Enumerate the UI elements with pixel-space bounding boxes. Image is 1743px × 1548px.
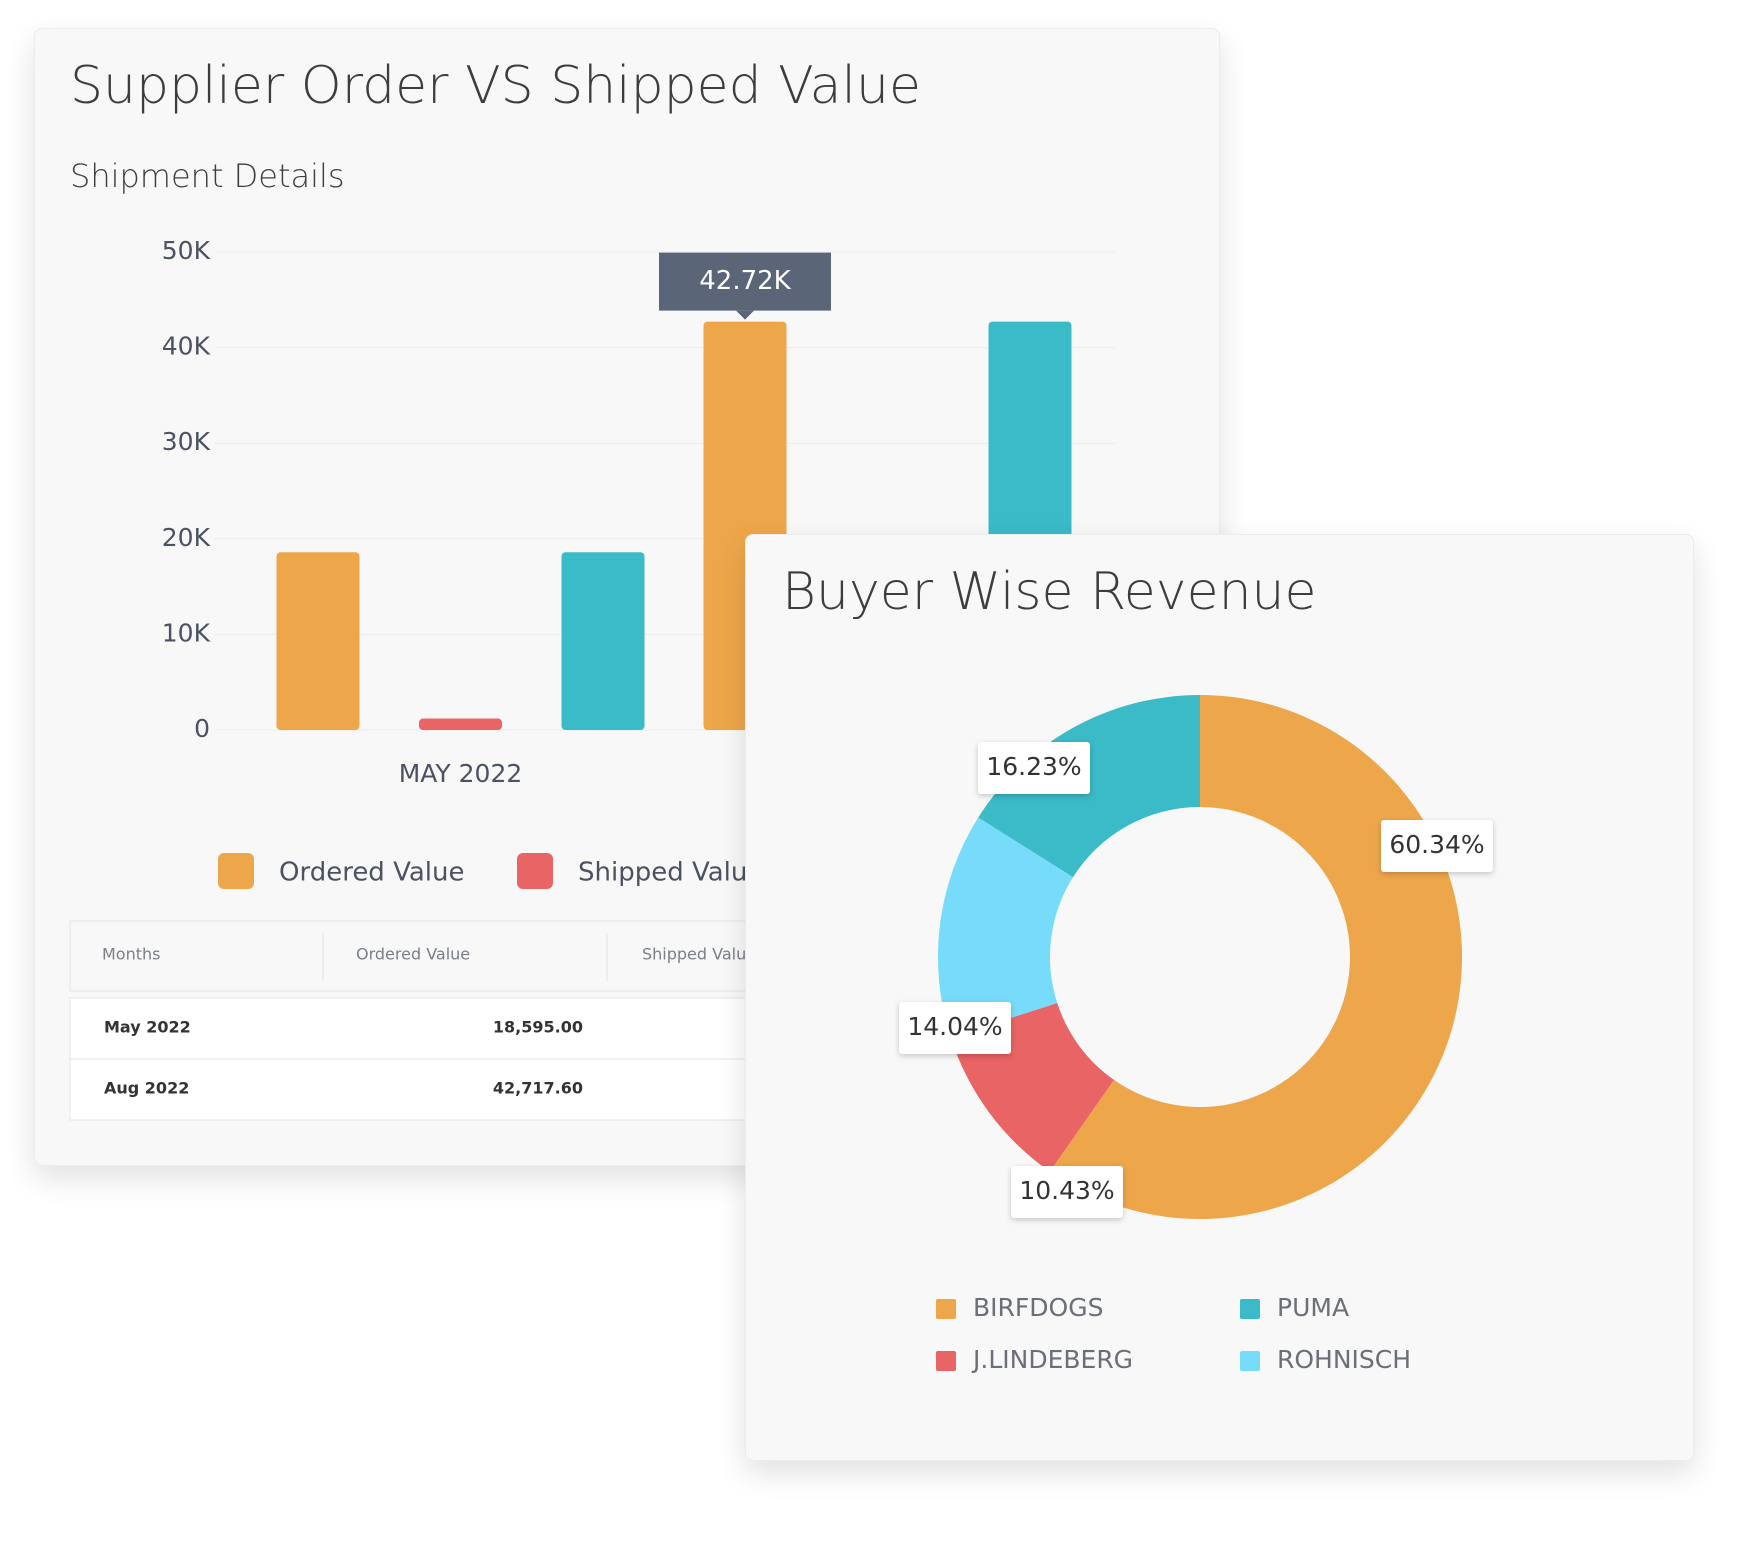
legend-swatch [1240, 1299, 1260, 1319]
legend-swatch [936, 1299, 956, 1319]
y-tick-label: 0 [194, 714, 210, 743]
donut-chart: Buyer Wise Revenue 60.34% 10.43% 14.04% 16.… [782, 562, 1493, 1374]
y-tick-label: 40K [162, 332, 211, 361]
tooltip [659, 252, 831, 311]
y-tick-label: 10K [162, 618, 211, 647]
table-header-cell: Ordered Value [356, 945, 470, 964]
data-label-box [1011, 1166, 1123, 1218]
tooltip-pointer [736, 310, 754, 320]
table-cell: May 2022 [104, 1018, 191, 1037]
donut-slice [938, 817, 1074, 1038]
legend-label: Ordered Value [279, 858, 464, 888]
legend-label: PUMA [1277, 1293, 1349, 1322]
y-tick-label: 20K [162, 523, 211, 552]
table-header-cell: Shipped Value [642, 945, 756, 964]
legend-label: J.LINDEBERG [971, 1345, 1133, 1374]
chart-title: Buyer Wise Revenue [782, 562, 1316, 622]
legend-label: ROHNISCH [1277, 1345, 1411, 1374]
bar [276, 552, 360, 730]
data-label: 10.43% [1019, 1176, 1114, 1205]
legend-label: BIRFDOGS [973, 1293, 1103, 1322]
legend-swatch [1240, 1351, 1260, 1371]
table-header-cell: Months [102, 945, 160, 964]
legend-label: Shipped Value [578, 858, 763, 888]
y-tick-label: 30K [162, 427, 211, 456]
chart-subtitle: Shipment Details [70, 157, 345, 195]
legend-swatch [218, 853, 254, 889]
table-cell: Aug 2022 [104, 1079, 189, 1098]
data-label-box [899, 1002, 1011, 1054]
legend-swatch [517, 853, 553, 889]
legend-swatch [936, 1351, 956, 1371]
chart-title: Supplier Order VS Shipped Value [70, 56, 921, 116]
tooltip-label: 42.72K [699, 266, 791, 296]
data-label-box [978, 742, 1090, 794]
donut-card: Buyer Wise Revenue 60.34% 10.43% 14.04% 16.… [745, 534, 1694, 1461]
bar [561, 552, 645, 730]
bar [419, 718, 502, 730]
data-label: 14.04% [907, 1012, 1002, 1041]
data-label: 16.23% [986, 752, 1081, 781]
table-cell: 18,595.00 [493, 1018, 583, 1037]
y-tick-label: 50K [162, 236, 211, 265]
donut-slice [1049, 695, 1463, 1219]
data-label: 60.34% [1389, 830, 1484, 859]
data-label-box [1381, 820, 1493, 872]
table-cell: 42,717.60 [493, 1079, 583, 1098]
x-tick-label: MAY 2022 [399, 759, 523, 788]
